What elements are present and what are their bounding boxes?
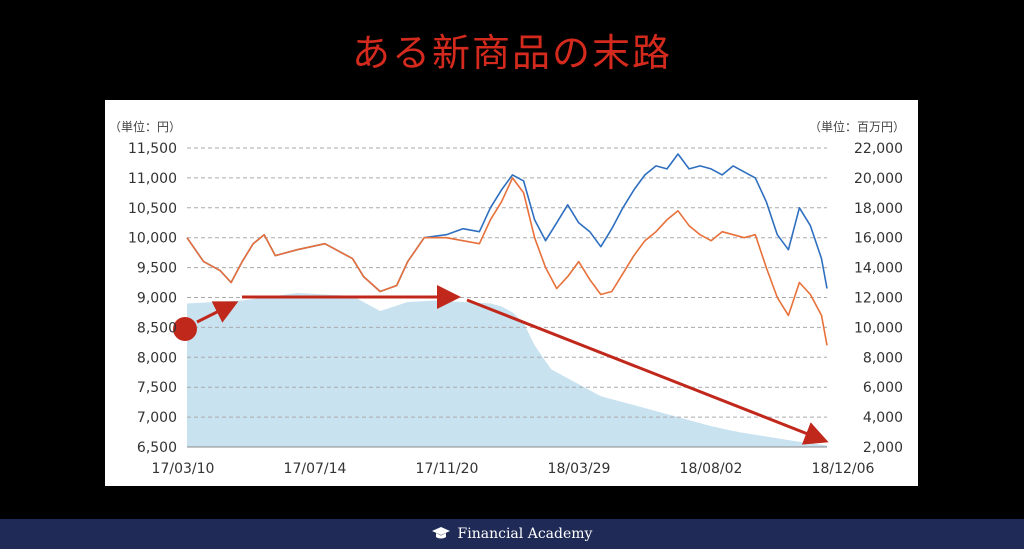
right-tick-label: 16,000 bbox=[854, 231, 903, 247]
right-tick-label: 18,000 bbox=[854, 201, 903, 217]
right-tick-label: 22,000 bbox=[854, 141, 903, 157]
right-tick-label: 6,000 bbox=[863, 380, 903, 396]
decline-arrow bbox=[466, 298, 829, 445]
left-tick-label: 9,500 bbox=[137, 261, 177, 277]
left-tick-label: 10,000 bbox=[128, 231, 177, 247]
trend-arrows bbox=[173, 285, 829, 445]
right-tick-label: 8,000 bbox=[863, 350, 903, 366]
orange-series-line bbox=[186, 177, 828, 346]
axis-ticks: 11,500 22,000 11,000 20,000 10,500 18,000 10,0… bbox=[128, 141, 903, 477]
footer-brand: Financial Academy bbox=[457, 526, 593, 542]
left-tick-label: 11,500 bbox=[128, 141, 177, 157]
x-tick-label: 17/07/14 bbox=[284, 461, 347, 477]
left-tick-label: 9,000 bbox=[137, 291, 177, 307]
left-tick-label: 6,500 bbox=[137, 440, 177, 456]
chart-panel: （単位：円） （単位：百万円） 11,500 22,000 11,000 20,000… bbox=[105, 100, 918, 486]
right-axis-unit: （単位：百万円） bbox=[809, 119, 905, 134]
slide-title: ある新商品の末路 bbox=[351, 31, 672, 75]
right-tick-label: 4,000 bbox=[863, 410, 903, 426]
left-tick-label: 7,500 bbox=[137, 380, 177, 396]
left-tick-label: 8,000 bbox=[137, 350, 177, 366]
right-tick-label: 10,000 bbox=[854, 320, 903, 336]
x-tick-label: 17/11/20 bbox=[416, 461, 479, 477]
start-point-marker bbox=[173, 317, 197, 341]
left-axis-unit: （単位：円） bbox=[109, 119, 181, 134]
right-tick-label: 2,000 bbox=[863, 440, 903, 456]
left-tick-label: 10,500 bbox=[128, 201, 177, 217]
x-tick-label: 18/08/02 bbox=[680, 461, 743, 477]
price-lines bbox=[186, 153, 828, 346]
x-tick-label: 18/12/06 bbox=[812, 461, 875, 477]
right-tick-label: 14,000 bbox=[854, 261, 903, 277]
volume-area-shape bbox=[187, 293, 827, 447]
left-tick-label: 11,000 bbox=[128, 171, 177, 187]
rise-arrow bbox=[196, 301, 239, 324]
blue-series-line bbox=[186, 153, 828, 293]
x-tick-label: 18/03/29 bbox=[548, 461, 611, 477]
graduation-cap-icon bbox=[431, 527, 450, 539]
x-tick-label: 17/03/10 bbox=[152, 461, 215, 477]
left-tick-label: 8,500 bbox=[137, 320, 177, 336]
left-tick-label: 7,000 bbox=[137, 410, 177, 426]
right-tick-label: 20,000 bbox=[854, 171, 903, 187]
footer: Financial Academy bbox=[0, 519, 1024, 549]
right-tick-label: 12,000 bbox=[854, 291, 903, 307]
chart: （単位：円） （単位：百万円） 11,500 22,000 11,000 20,000… bbox=[109, 119, 905, 477]
volume-area bbox=[187, 293, 827, 447]
